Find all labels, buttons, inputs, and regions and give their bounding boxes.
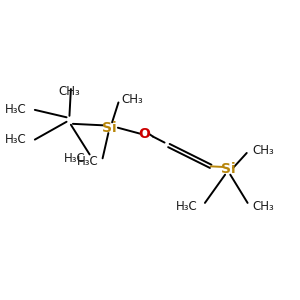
Text: H₃C: H₃C <box>4 133 26 146</box>
Text: CH₃: CH₃ <box>58 85 80 98</box>
Text: CH₃: CH₃ <box>121 93 143 106</box>
Text: H₃C: H₃C <box>176 200 198 213</box>
Text: H₃C: H₃C <box>64 152 85 165</box>
Text: CH₃: CH₃ <box>253 143 274 157</box>
Text: Si: Si <box>221 162 235 176</box>
Text: H₃C: H₃C <box>76 155 98 168</box>
Text: CH₃: CH₃ <box>253 200 274 213</box>
Text: H₃C: H₃C <box>4 103 26 116</box>
Text: Si: Si <box>103 121 117 135</box>
Text: O: O <box>139 127 150 141</box>
